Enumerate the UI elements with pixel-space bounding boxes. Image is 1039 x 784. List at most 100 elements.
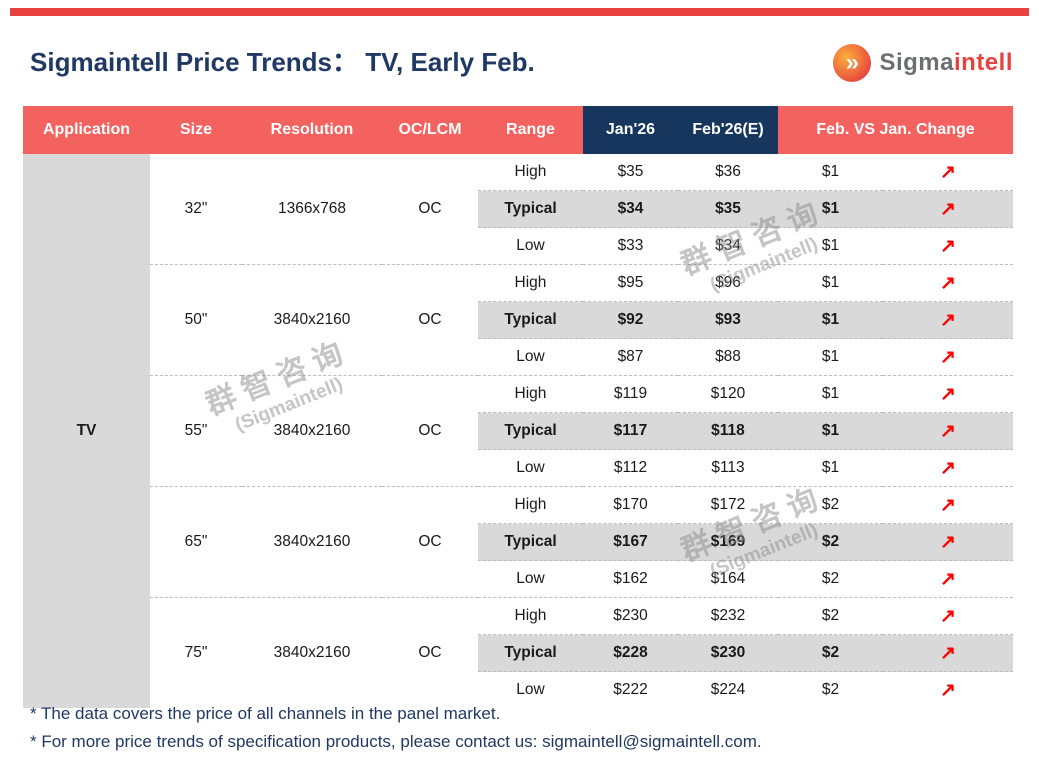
range-cell: Low — [478, 560, 583, 598]
logo-glyph: » — [845, 49, 860, 76]
size-cell: 55" — [150, 375, 242, 487]
change-value-cell: $1 — [778, 449, 883, 487]
resolution-cell: 3840x2160 — [242, 486, 382, 598]
change-value-cell: $2 — [778, 523, 883, 561]
range-cell: Low — [478, 227, 583, 265]
size-cell: 32" — [184, 200, 208, 217]
trend-up-icon: ↗ — [940, 531, 956, 553]
size-cell: 50" — [150, 264, 242, 376]
range-cell: Typical — [478, 634, 583, 672]
header-size: Size — [150, 106, 242, 154]
table-row: TV 32" 1366x768 OC High $35 $36 $1 ↗ — [23, 154, 1013, 708]
table-row: 65" 3840x2160 OC High $170 $172 $2 ↗ — [23, 486, 1014, 598]
resolution-cell: 3840x2160 — [242, 264, 382, 376]
header-row: Application Size Resolution OC/LCM Range… — [23, 106, 1014, 154]
change-value-cell: $2 — [778, 634, 883, 672]
trend-up-icon: ↗ — [940, 235, 956, 257]
change-value-cell: $1 — [778, 264, 883, 302]
jan-price-cell: $119 — [583, 375, 678, 413]
page-title: Sigmaintell Price Trends： TV, Early Feb. — [30, 47, 535, 77]
jan-price-cell: $170 — [583, 486, 678, 524]
trend-cell: ↗ — [883, 449, 1014, 487]
trend-cell: ↗ — [883, 264, 1014, 302]
jan-price-cell: $230 — [583, 597, 678, 635]
header-jan: Jan'26 — [583, 106, 678, 154]
range-cell: High — [514, 163, 547, 180]
trend-up-icon: ↗ — [940, 346, 956, 368]
sigmaintell-logo: » Sigmaintell — [833, 44, 1013, 82]
feb-price-cell: $230 — [678, 634, 778, 672]
trend-up-icon: ↗ — [940, 605, 956, 627]
change-value-cell: $2 — [778, 597, 883, 635]
change-value-cell: $2 — [778, 560, 883, 598]
oclcm-cell: OC — [418, 200, 442, 217]
feb-price-cell: $35 — [678, 190, 778, 228]
header-resolution: Resolution — [242, 106, 382, 154]
range-cell: Low — [478, 449, 583, 487]
trend-up-icon: ↗ — [940, 457, 956, 479]
feb-price-cell: $118 — [678, 412, 778, 450]
jan-price-cell: $92 — [583, 301, 678, 339]
jan-price-cell: $162 — [583, 560, 678, 598]
table-row: Low $87 $88 $1 ↗ — [23, 338, 1014, 376]
range-cell: High — [478, 597, 583, 635]
range-cell: Typical — [478, 523, 583, 561]
feb-price-cell: $34 — [678, 227, 778, 265]
jan-price-cell: $87 — [583, 338, 678, 376]
size-cell: 65" — [150, 486, 242, 598]
jan-price-cell: $117 — [583, 412, 678, 450]
oclcm-cell: OC — [382, 597, 478, 708]
change-value-cell: $1 — [778, 301, 883, 339]
trend-up-icon: ↗ — [940, 198, 956, 220]
trend-cell: ↗ — [883, 634, 1014, 672]
jan-price-cell: $167 — [583, 523, 678, 561]
trend-up-icon: ↗ — [940, 568, 956, 590]
header-change: Feb. VS Jan. Change — [778, 106, 1014, 154]
trend-cell: ↗ — [883, 227, 1014, 265]
change-value-cell: $1 — [821, 163, 840, 180]
trend-cell: ↗ — [883, 338, 1014, 376]
trend-up-icon: ↗ — [940, 161, 956, 183]
resolution-cell: 3840x2160 — [242, 375, 382, 487]
trend-up-icon: ↗ — [940, 679, 956, 701]
logo-text-sigma: Sigma — [879, 49, 954, 76]
feb-price-cell: $93 — [678, 301, 778, 339]
trend-up-icon: ↗ — [940, 309, 956, 331]
trend-up-icon: ↗ — [940, 494, 956, 516]
range-cell: High — [478, 264, 583, 302]
range-cell: Typical — [478, 301, 583, 339]
change-value-cell: $2 — [778, 486, 883, 524]
feb-price-cell: $169 — [678, 523, 778, 561]
jan-price-cell: $33 — [583, 227, 678, 265]
oclcm-cell: OC — [382, 486, 478, 598]
trend-up-icon: ↗ — [940, 642, 956, 664]
trend-up-icon: ↗ — [940, 272, 956, 294]
jan-price-cell: $34 — [583, 190, 678, 228]
change-value-cell: $2 — [778, 671, 883, 708]
resolution-cell: 1366x768 — [277, 200, 347, 217]
footnote-line: * The data covers the price of all chann… — [30, 704, 501, 723]
trend-cell: ↗ — [883, 597, 1014, 635]
trend-cell: ↗ — [883, 523, 1014, 561]
table-row: Typical $167 $169 $2 ↗ — [23, 523, 1014, 561]
table-row: Typical $34 $35 $1 ↗ — [23, 190, 1014, 228]
header-feb: Feb'26(E) — [678, 106, 778, 154]
change-value-cell: $1 — [778, 338, 883, 376]
trend-cell: ↗ — [883, 412, 1014, 450]
footnotes: * The data covers the price of all chann… — [30, 700, 762, 756]
logo-text-intell: intell — [953, 49, 1013, 76]
change-value-cell: $1 — [778, 412, 883, 450]
trend-cell: ↗ — [883, 560, 1014, 598]
top-accent-bar — [10, 8, 1029, 16]
trend-cell: ↗ — [883, 154, 1013, 191]
table-row: 55" 3840x2160 OC High $119 $120 $1 ↗ — [23, 375, 1014, 487]
range-cell: High — [478, 486, 583, 524]
table-row: Typical $228 $230 $2 ↗ — [23, 634, 1014, 672]
application-cell: TV — [23, 154, 150, 708]
footnote-line: * For more price trends of specification… — [30, 732, 762, 751]
range-cell: High — [478, 375, 583, 413]
table-row: Typical $117 $118 $1 ↗ — [23, 412, 1014, 450]
table-row: Low $33 $34 $1 ↗ — [23, 227, 1014, 265]
jan-price-cell: $95 — [583, 264, 678, 302]
feb-price-cell: $224 — [678, 671, 778, 708]
